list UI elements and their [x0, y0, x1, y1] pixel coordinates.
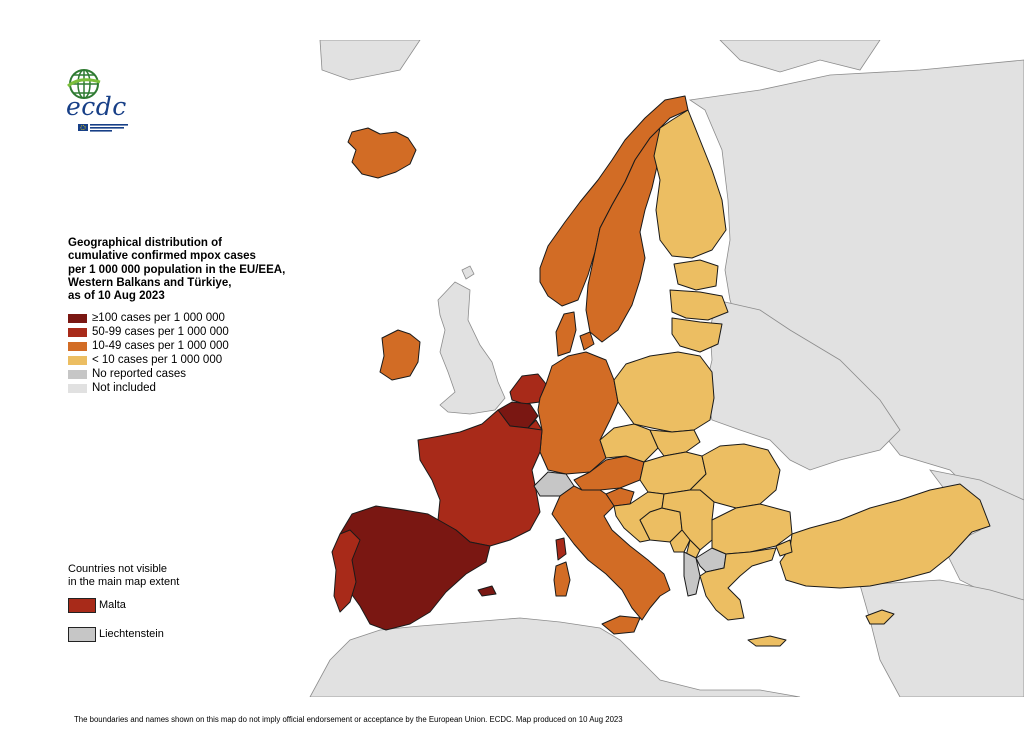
legend-label: < 10 cases per 1 000 000 — [92, 354, 223, 366]
country-greece — [699, 547, 777, 621]
legend-label: 10-49 cases per 1 000 000 — [92, 340, 229, 352]
context-land — [309, 40, 1024, 697]
logo-subtext — [90, 124, 128, 132]
legend-item: 50-99 cases per 1 000 000 — [68, 326, 229, 339]
scotland-islands-shape — [461, 265, 475, 280]
country-iceland — [347, 127, 417, 179]
country-turkiye — [779, 483, 991, 589]
great-britain-shape — [437, 281, 506, 415]
logo-wordmark: ecdc — [66, 92, 127, 121]
country-cyprus — [865, 609, 895, 625]
inset-item: Liechtenstein — [68, 626, 164, 642]
country-montenegro — [669, 529, 691, 553]
country-portugal — [331, 529, 361, 613]
inset-item: Malta — [68, 597, 126, 613]
country-slovakia — [649, 429, 701, 457]
legend-item: < 10 cases per 1 000 000 — [68, 354, 222, 367]
legend-item: 10-49 cases per 1 000 000 — [68, 340, 229, 353]
country-sweden — [585, 127, 666, 343]
greenland-shape — [319, 40, 421, 81]
country-france-corsica — [555, 537, 567, 561]
legend-swatch — [68, 384, 87, 393]
arctic-islands-shape — [719, 40, 881, 73]
country-bulgaria — [711, 503, 793, 555]
middle-east-shape — [859, 579, 1024, 697]
country-latvia — [669, 289, 729, 321]
country-ireland — [379, 329, 421, 381]
legend-title: Geographical distribution of cumulative … — [68, 237, 286, 303]
country-france — [417, 409, 543, 547]
country-italy-sardinia — [553, 561, 571, 597]
countries — [331, 95, 991, 647]
inset-swatch — [68, 597, 96, 613]
legend-swatch — [68, 314, 87, 323]
legend-swatch — [68, 356, 87, 365]
country-italy — [551, 485, 671, 621]
country-turkiye-thrace — [775, 539, 793, 557]
country-serbia — [661, 489, 715, 551]
footer-disclaimer: The boundaries and names shown on this m… — [74, 715, 623, 724]
country-denmark — [555, 311, 577, 357]
country-italy-sicily — [601, 615, 641, 635]
legend-item: ≥100 cases per 1 000 000 — [68, 312, 225, 325]
country-poland — [613, 351, 715, 433]
north-africa-shape — [309, 617, 801, 697]
map-panel[interactable] — [48, 40, 1024, 697]
country-spain-balearic — [477, 585, 497, 597]
europe-map[interactable] — [48, 40, 1024, 697]
legend-swatch — [68, 342, 87, 351]
country-finland — [653, 109, 727, 259]
inset-title: Countries not visible in the main map ex… — [68, 563, 180, 588]
inset-swatch — [68, 626, 96, 642]
country-lithuania — [671, 317, 723, 353]
legend-swatch — [68, 370, 87, 379]
ecdc-logo — [67, 69, 128, 132]
legend-label: 50-99 cases per 1 000 000 — [92, 326, 229, 338]
country-czechia — [599, 423, 659, 463]
inset-label: Liechtenstein — [99, 628, 164, 640]
country-greece-crete — [747, 635, 787, 647]
legend-label: Not included — [92, 382, 156, 394]
legend-item: No reported cases — [68, 368, 186, 381]
legend-label: ≥100 cases per 1 000 000 — [92, 312, 225, 324]
globe-icon — [67, 69, 101, 99]
legend-label: No reported cases — [92, 368, 186, 380]
legend-item: Not included — [68, 382, 156, 395]
legend-swatch — [68, 328, 87, 337]
inset-label: Malta — [99, 599, 126, 611]
country-estonia — [673, 259, 719, 291]
country-denmark-zealand — [579, 331, 595, 351]
eu-flag-icon — [78, 124, 88, 131]
